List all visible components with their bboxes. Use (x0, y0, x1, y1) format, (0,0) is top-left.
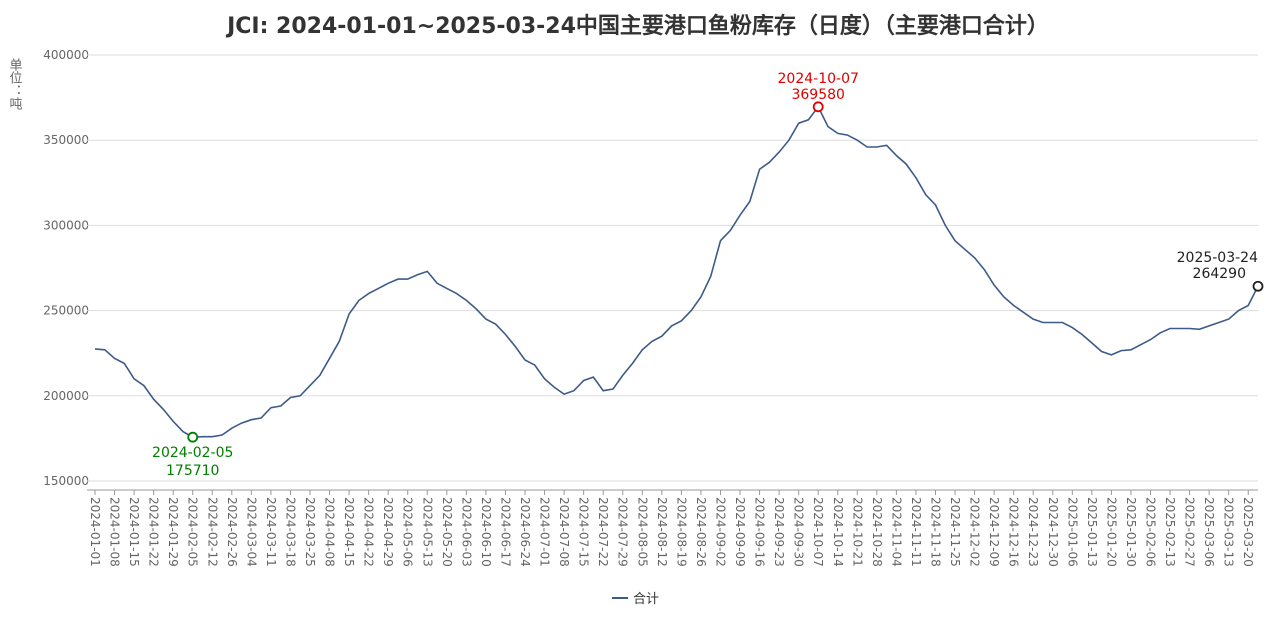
legend-label: 合计 (633, 592, 659, 607)
x-tick-label: 2024-11-11 (909, 497, 923, 567)
x-tick-label: 2024-09-02 (713, 497, 727, 567)
x-tick-label: 2024-11-18 (928, 497, 942, 567)
min-value: 175710 (166, 463, 219, 479)
x-tick-label: 2024-01-29 (166, 497, 180, 567)
max-date: 2024-10-07 (778, 71, 859, 87)
x-tick-label: 2024-12-16 (1007, 497, 1021, 567)
x-tick-label: 2024-03-11 (264, 497, 278, 567)
x-tick-label: 2024-12-30 (1046, 497, 1060, 567)
x-tick-label: 2024-08-19 (674, 497, 688, 567)
x-tick-label: 2024-01-08 (108, 497, 122, 567)
x-tick-label: 2024-07-22 (596, 497, 610, 567)
x-tick-label: 2025-03-13 (1222, 497, 1236, 567)
x-tick-label: 2025-01-20 (1104, 497, 1118, 567)
x-tick-label: 2025-03-20 (1241, 497, 1255, 567)
x-tick-label: 2024-10-28 (870, 497, 884, 567)
x-tick-label: 2024-09-23 (772, 497, 786, 567)
y-tick-label: 300000 (43, 218, 89, 232)
series-line (94, 105, 1259, 439)
x-tick-label: 2024-08-26 (694, 497, 708, 567)
x-tick-label: 2024-06-03 (459, 497, 473, 567)
last-date: 2025-03-24 (1177, 250, 1258, 266)
x-tick-label: 2024-10-14 (831, 497, 845, 567)
x-tick-label: 2024-08-05 (635, 497, 649, 567)
last-value: 264290 (1193, 266, 1246, 282)
x-tick-label: 2025-02-27 (1183, 497, 1197, 567)
x-tick-label: 2024-09-30 (792, 497, 806, 567)
x-tick-label: 2024-01-01 (88, 497, 102, 567)
last-marker (1252, 280, 1264, 292)
min-date: 2024-02-05 (152, 445, 233, 461)
x-tick-label: 2024-12-02 (968, 497, 982, 567)
x-tick-label: 2024-11-25 (948, 497, 962, 567)
x-tick-label: 2024-12-23 (1026, 497, 1040, 567)
y-tick-label: 250000 (43, 304, 89, 318)
x-tick-label: 2024-08-12 (655, 497, 669, 567)
y-tick-label: 150000 (43, 474, 89, 488)
max-marker (812, 101, 824, 113)
y-tick-label: 400000 (43, 48, 89, 62)
x-tick-label: 2025-01-06 (1065, 497, 1079, 567)
x-tick-label: 2024-11-04 (889, 497, 903, 567)
x-tick-label: 2024-07-15 (577, 497, 591, 567)
x-tick-label: 2024-04-29 (381, 497, 395, 567)
x-tick-label: 2024-07-01 (538, 497, 552, 567)
x-tick-label: 2024-05-20 (440, 497, 454, 567)
x-tick-label: 2024-07-08 (557, 497, 571, 567)
chart-title: JCI: 2024-01-01~2025-03-24中国主要港口鱼粉库存（日度）… (225, 13, 1049, 39)
x-tick-label: 2024-07-29 (616, 497, 630, 567)
x-tick-label: 2024-09-09 (733, 497, 747, 567)
x-tick-label: 2024-03-25 (303, 497, 317, 567)
x-tick-label: 2024-02-05 (186, 497, 200, 567)
x-tick-label: 2024-03-18 (283, 497, 297, 567)
x-tick-label: 2024-04-08 (323, 497, 337, 567)
x-tick-label: 2024-05-13 (420, 497, 434, 567)
x-tick-label: 2024-04-22 (362, 497, 376, 567)
x-tick-label: 2025-01-13 (1085, 497, 1099, 567)
x-tick-label: 2024-02-26 (225, 497, 239, 567)
max-value: 369580 (791, 87, 844, 103)
y-tick-label: 200000 (43, 389, 89, 403)
x-tick-label: 2024-10-21 (850, 497, 864, 567)
y-axis-label: 单位：吨 (7, 58, 23, 110)
x-tick-label: 2024-06-24 (518, 497, 532, 567)
x-tick-label: 2025-02-06 (1143, 497, 1157, 567)
x-tick-label: 2024-02-12 (205, 497, 219, 567)
x-tick-label: 2024-04-15 (342, 497, 356, 567)
x-tick-label: 2024-09-16 (753, 497, 767, 567)
x-tick-label: 2024-06-10 (479, 497, 493, 567)
x-tick-label: 2024-03-04 (244, 497, 258, 567)
y-tick-label: 350000 (43, 133, 89, 147)
x-tick-label: 2025-02-13 (1163, 497, 1177, 567)
x-tick-label: 2024-10-07 (811, 497, 825, 567)
x-tick-label: 2024-05-06 (401, 497, 415, 567)
min-marker (187, 431, 199, 443)
x-tick-label: 2025-03-06 (1202, 497, 1216, 567)
x-tick-label: 2024-06-17 (498, 497, 512, 567)
x-tick-label: 2024-12-09 (987, 497, 1001, 567)
x-tick-label: 2024-01-15 (127, 497, 141, 567)
x-tick-label: 2024-01-22 (147, 497, 161, 567)
x-tick-label: 2025-01-30 (1124, 497, 1138, 567)
